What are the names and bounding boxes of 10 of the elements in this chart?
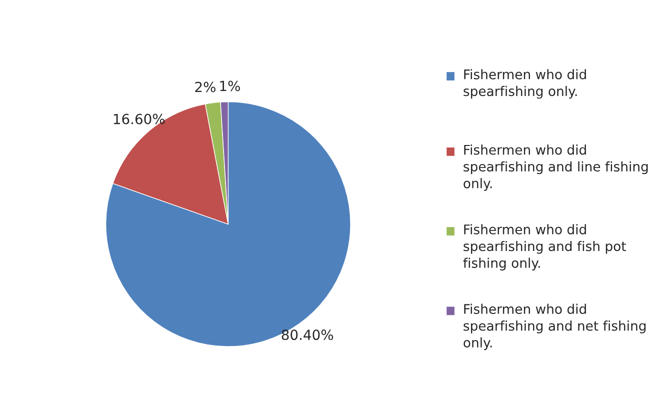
- legend-label: Fishermen who did spearfishing and line fishing only.: [464, 144, 648, 191]
- data-label: 1%: [220, 80, 240, 92]
- pie-slice: [106, 101, 351, 347]
- legend-label: Fishermen who did spearfishing and fish pot fishing only.: [463, 224, 626, 270]
- pie-slice: [112, 104, 229, 225]
- legend-label: Fishermen who did spearfishing and net fishing only.: [464, 304, 646, 350]
- legend-label: Fishermen who did spearfishing only.: [464, 69, 586, 99]
- data-label: 2%: [195, 82, 216, 92]
- data-label: 16.60%: [114, 114, 165, 124]
- data-label: 80.40%: [282, 330, 334, 340]
